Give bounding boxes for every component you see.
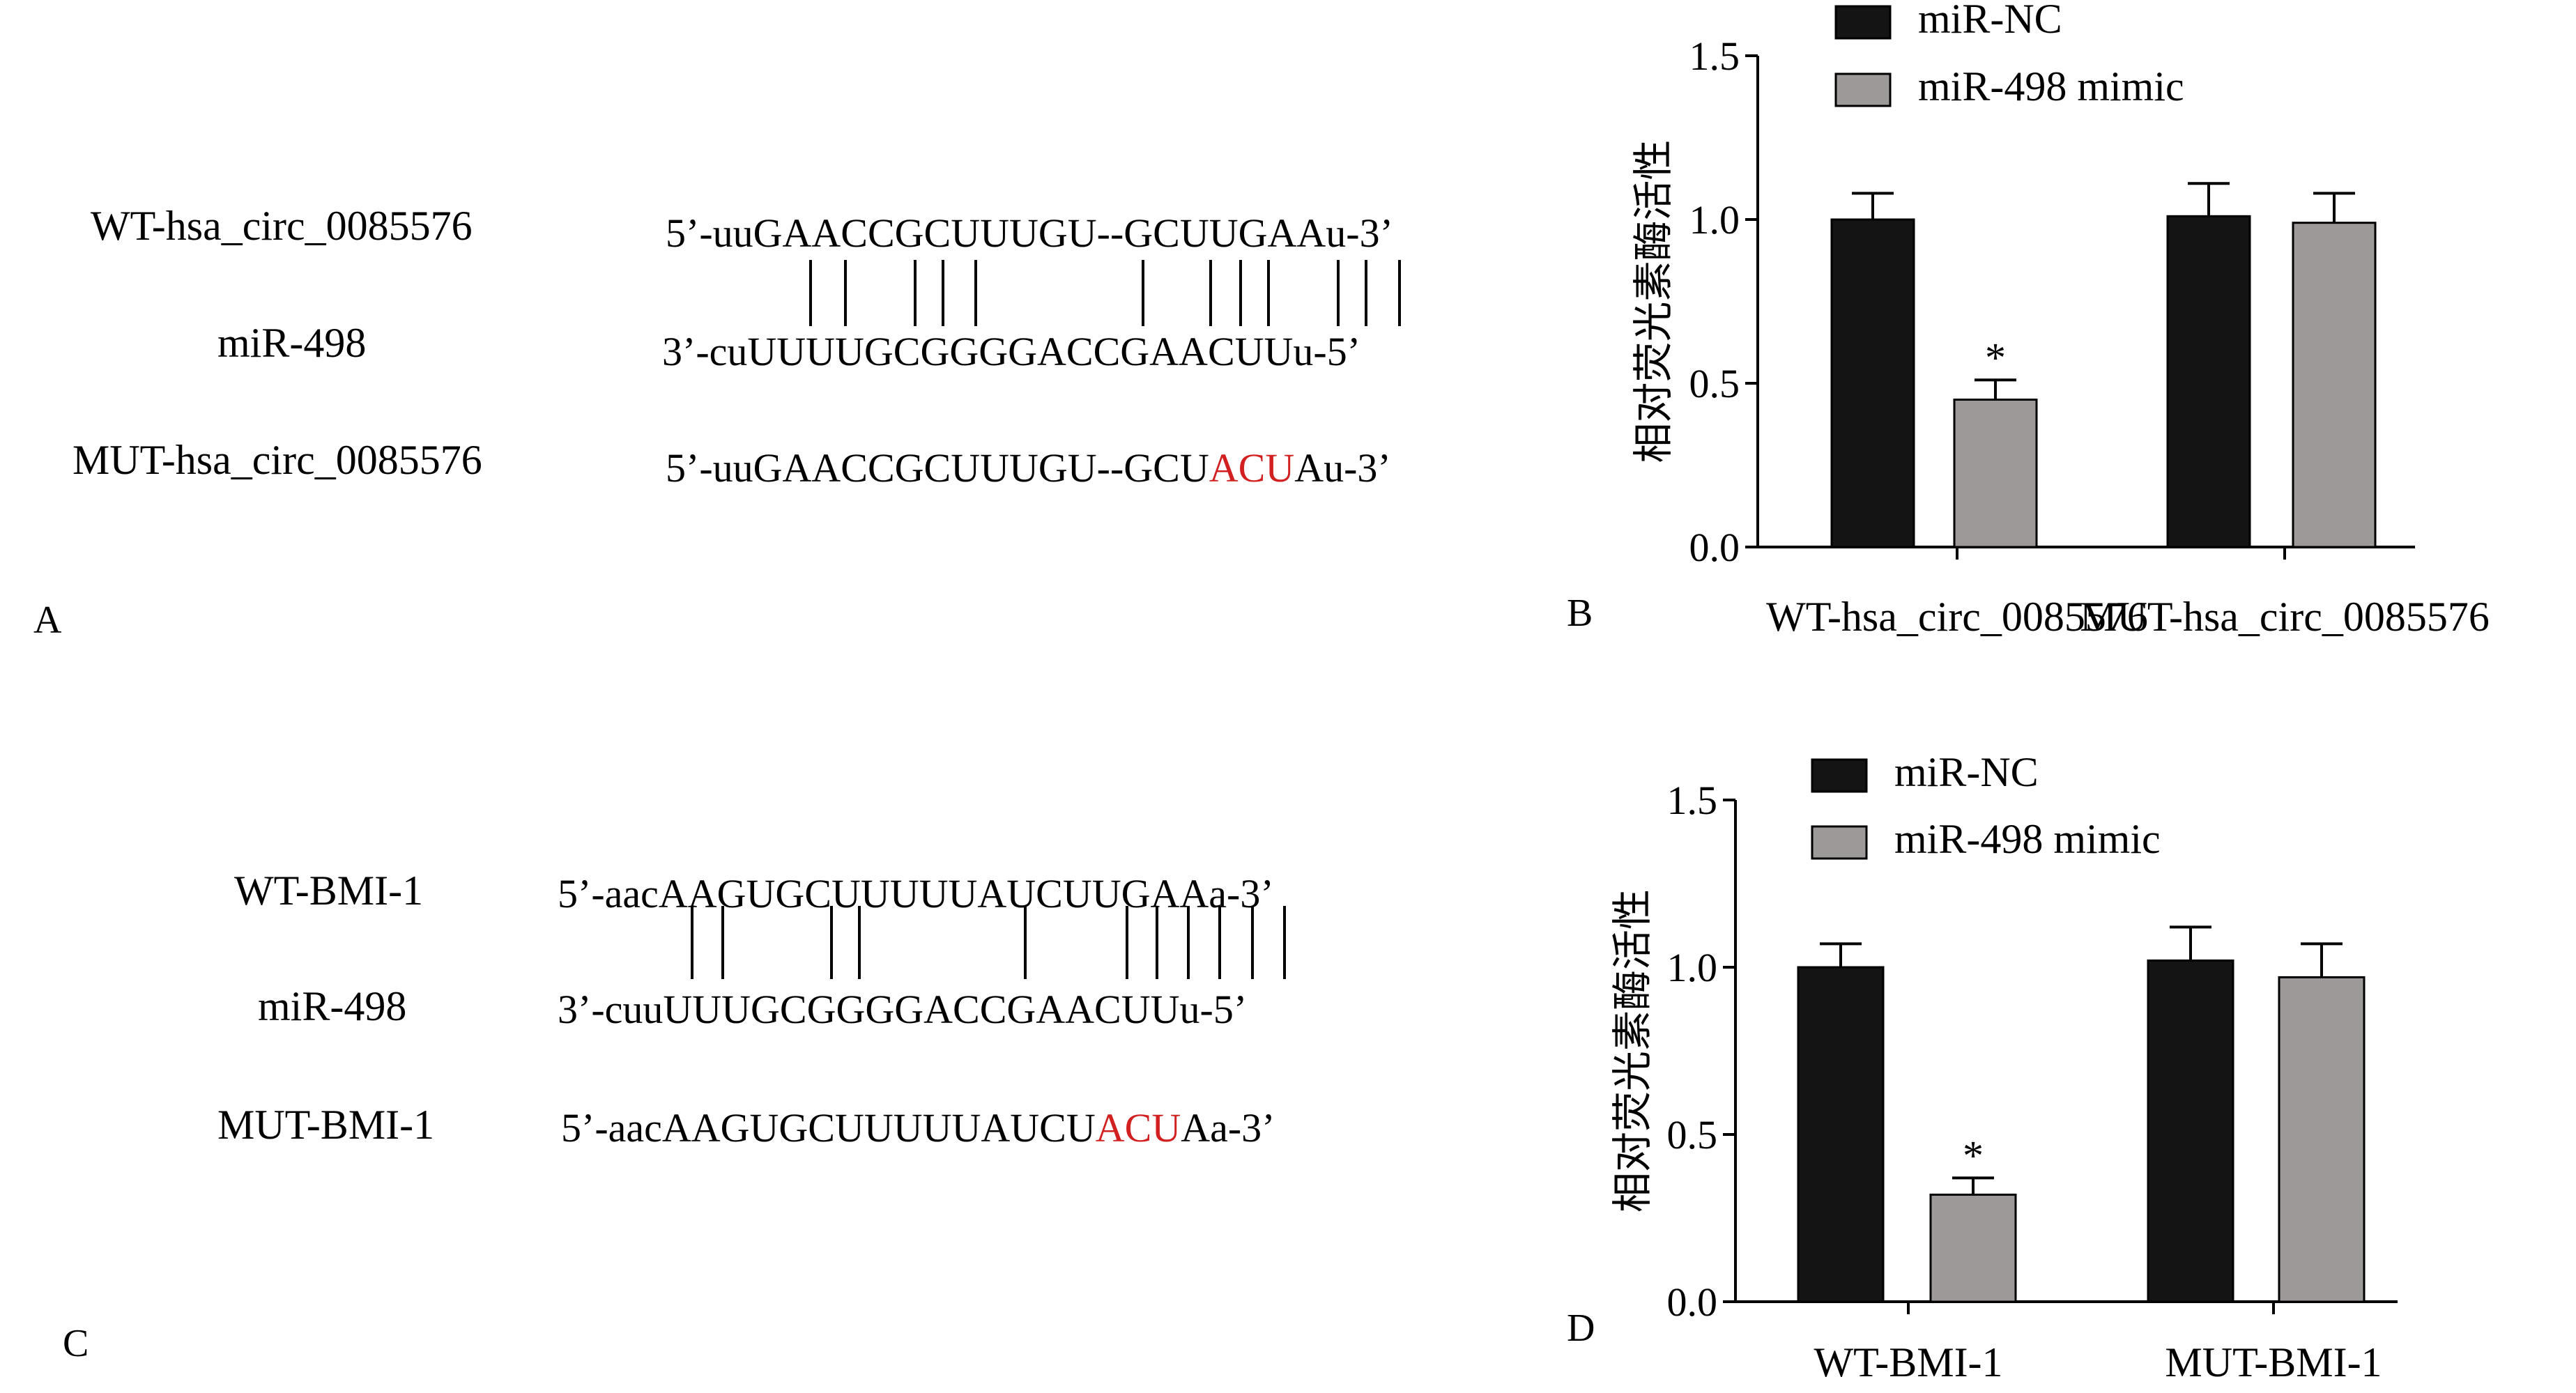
chart-b-y-tick-label-1: 0.5 [1689,361,1740,406]
panel-c-mut-sequence: 5’-aacAAGUGCUUUUUAUCUACUAa-3’ [561,1108,1275,1148]
panel-c-mir-sequence: 3’-cuuUUUGCGGGGACCGAACUUu-5’ [558,987,1248,1032]
chart-d-bar-1-2 [1929,1193,2017,1303]
chart-b-legend-label-1: miR-NC [1918,0,2062,42]
panel-letter-b: B [1567,592,1593,635]
chart-panel-b: 0.0 0.5 1.0 1.5 相对荧光素酶活性 * WT-hsa_circ_0085576… [1631,0,2490,640]
chart-d-legend-swatch-1 [1811,758,1868,793]
panel-a-mir-sequence: 3’-cuUUUUGCGGGGACCGAACUUu-5’ [662,329,1361,374]
chart-b-significance-1-2: * [1985,334,2006,380]
chart-b-legend-swatch-2 [1834,72,1892,107]
panel-a-mutated-bases: ACU [1209,445,1295,491]
chart-d-y-tick-label-1: 0.5 [1667,1112,1718,1157]
chart-d-y-axis-title: 相对荧光素酶活性 [1610,889,1655,1213]
chart-b-y-tick-label-2: 1.0 [1689,197,1740,243]
chart-b-bar-1-1 [1830,218,1915,548]
panel-c-wt-label: WT-BMI-1 [234,868,424,914]
chart-d-category-label-1: WT-BMI-1 [1814,1339,2002,1385]
chart-d-y-tick-label-2: 1.0 [1667,945,1718,990]
panel-letter-c: C [63,1322,89,1365]
panel-c-mut-label: MUT-BMI-1 [217,1102,435,1148]
panel-c-mut-seq-prefix: 5’-aacAAGUGCUUUUUAUCU [561,1105,1096,1150]
panel-letter-a: A [33,599,62,642]
chart-b-bar-2-1 [2166,215,2251,548]
chart-d-bar-1-1 [1797,966,1885,1303]
panel-a-wt-label: WT-hsa_circ_0085576 [91,203,473,249]
chart-b-y-axis-title: 相对荧光素酶活性 [1631,139,1676,463]
chart-d-y-tick-label-3: 1.5 [1667,778,1718,823]
chart-b-bar-2-2 [2292,222,2377,548]
panel-a-mir-label: miR-498 [217,320,367,366]
chart-d-legend-label-2: miR-498 mimic [1894,816,2161,862]
chart-d-significance-1-2: * [1963,1132,1984,1178]
panel-c-mut-seq-suffix: Aa-3’ [1181,1105,1275,1150]
chart-b-bar-1-2 [1953,399,2038,548]
chart-d-bar-2-2 [2278,976,2366,1303]
chart-d-category-label-2: MUT-BMI-1 [2165,1339,2382,1385]
panel-c-base-pair-lines [691,906,1286,979]
panel-a-mut-label: MUT-hsa_circ_0085576 [72,437,482,483]
chart-b-category-label-1: WT-hsa_circ_0085576 [1766,594,2148,640]
chart-b-category-label-2: MUT-hsa_circ_0085576 [2080,594,2490,640]
chart-b-y-tick-label-3: 1.5 [1689,33,1740,79]
chart-b-legend-swatch-1 [1834,5,1892,40]
chart-panel-d: 0.0 0.5 1.0 1.5 相对荧光素酶活性 * WT-BMI-1 MUT-BMI-1 mi… [1610,749,2398,1385]
panel-c-wt-sequence: 5’-aacAAGUGCUUUUUAUCUUGAAa-3’ [558,871,1274,916]
panel-a-base-pair-lines [809,260,1401,326]
chart-b-y-tick-label-0: 0.0 [1689,525,1740,570]
panel-c-mutated-bases: ACU [1095,1105,1181,1150]
panel-a-mut-seq-suffix: Au-3’ [1294,445,1391,491]
panel-a-wt-sequence: 5’-uuGAACCGCUUUGU--GCUUGAAu-3’ [666,210,1393,256]
chart-d-bar-2-1 [2147,959,2234,1303]
chart-d-y-tick-label-0: 0.0 [1667,1279,1718,1325]
panel-letter-d: D [1567,1307,1595,1350]
panel-a-mut-sequence: 5’-uuGAACCGCUUUGU--GCUACUAu-3’ [666,448,1391,488]
chart-d-legend-swatch-2 [1811,825,1868,860]
chart-b-legend-label-2: miR-498 mimic [1918,63,2184,109]
panel-c-mir-label: miR-498 [258,983,407,1029]
chart-d-legend-label-1: miR-NC [1894,749,2039,795]
panel-a-mut-seq-prefix: 5’-uuGAACCGCUUUGU--GCU [666,445,1209,491]
